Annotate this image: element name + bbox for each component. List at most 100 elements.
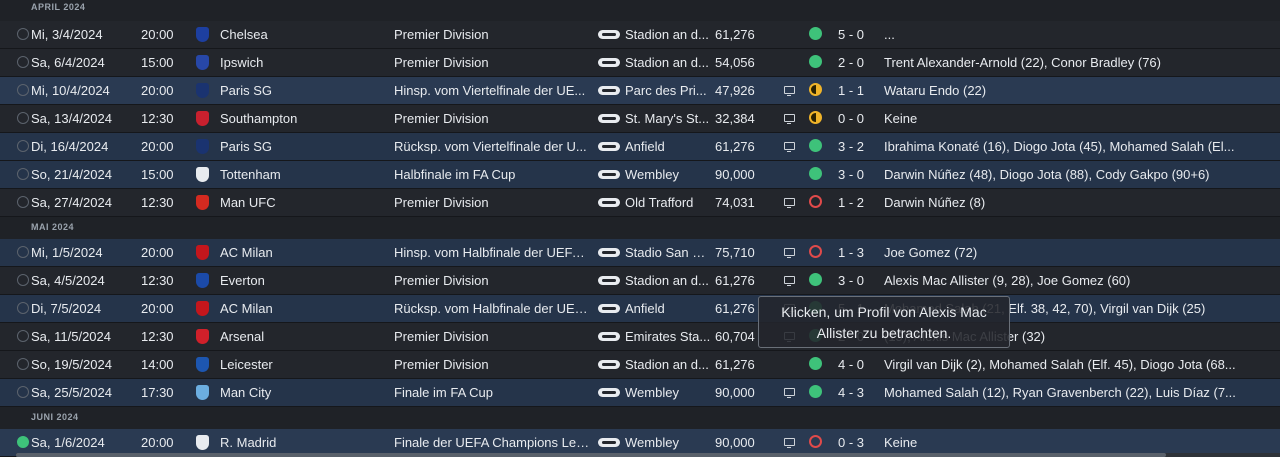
competition-link[interactable]: Hinsp. vom Viertelfinale der UE... (394, 83, 586, 98)
match-score[interactable]: 0 - 3 (838, 435, 865, 450)
opponent-link[interactable]: Paris SG (220, 139, 273, 154)
match-row[interactable]: Mi, 3/4/2024 20:00 Chelsea Premier Divis… (0, 21, 1280, 49)
stadium-link[interactable]: Wembley (625, 167, 679, 182)
opponent-link[interactable]: Leicester (220, 357, 273, 372)
goal-scorers[interactable]: ... (884, 27, 895, 42)
stadium-link[interactable]: St. Mary's St... (625, 111, 710, 126)
opponent-link[interactable]: Arsenal (220, 329, 265, 344)
stadium-link[interactable]: Stadion an d... (625, 273, 709, 288)
opponent-link[interactable]: R. Madrid (220, 435, 277, 450)
stadium-link[interactable]: Stadio San Si... (625, 245, 713, 260)
horizontal-scrollbar-thumb[interactable] (16, 453, 1166, 457)
goal-scorers[interactable]: Darwin Núñez (8) (884, 195, 986, 210)
match-row[interactable]: Mi, 1/5/2024 20:00 AC Milan Hinsp. vom H… (0, 239, 1280, 267)
competition-link[interactable]: Premier Division (394, 55, 489, 70)
match-row[interactable]: Di, 7/5/2024 20:00 AC Milan Rücksp. vom … (0, 295, 1280, 323)
goal-scorers[interactable]: Ibrahima Konaté (16), Diogo Jota (45), M… (884, 139, 1235, 154)
opponent-link[interactable]: Ipswich (220, 55, 264, 70)
opponent-link[interactable]: Chelsea (220, 27, 268, 42)
match-time: 15:00 (141, 167, 174, 182)
stadium-link[interactable]: Parc des Pri... (625, 83, 707, 98)
goal-scorers[interactable]: Joe Gomez (72) (884, 245, 978, 260)
match-row[interactable]: Sa, 25/5/2024 17:30 Man City Finale im F… (0, 379, 1280, 407)
result-win-icon (809, 139, 824, 154)
stadium-link[interactable]: Anfield (625, 139, 665, 154)
club-crest-icon (196, 245, 210, 260)
stadium-link[interactable]: Wembley (625, 385, 679, 400)
stadium-link[interactable]: Emirates Sta... (625, 329, 711, 344)
match-time: 12:30 (141, 329, 174, 344)
competition-link[interactable]: Premier Division (394, 195, 489, 210)
attendance: 61,276 (715, 273, 755, 288)
opponent-link[interactable]: AC Milan (220, 245, 273, 260)
match-score[interactable]: 0 - 0 (838, 111, 865, 126)
match-row[interactable]: Sa, 13/4/2024 12:30 Southampton Premier … (0, 105, 1280, 133)
match-row[interactable]: Sa, 4/5/2024 12:30 Everton Premier Divis… (0, 267, 1280, 295)
attendance: 32,384 (715, 111, 755, 126)
competition-link[interactable]: Finale der UEFA Champions Lea... (394, 435, 590, 450)
opponent-link[interactable]: Tottenham (220, 167, 281, 182)
match-row[interactable]: So, 19/5/2024 14:00 Leicester Premier Di… (0, 351, 1280, 379)
completed-check-icon (17, 112, 29, 124)
opponent-link[interactable]: Paris SG (220, 83, 273, 98)
match-score[interactable]: 3 - 0 (838, 273, 865, 288)
match-row[interactable]: Sa, 27/4/2024 12:30 Man UFC Premier Divi… (0, 189, 1280, 217)
opponent-link[interactable]: Everton (220, 273, 265, 288)
opponent-link[interactable]: Man City (220, 385, 272, 400)
match-score[interactable]: 3 - 0 (838, 167, 865, 182)
match-score[interactable]: 4 - 3 (838, 385, 865, 400)
match-score[interactable]: 4 - 0 (838, 357, 865, 372)
competition-link[interactable]: Halbfinale im FA Cup (394, 167, 516, 182)
competition-link[interactable]: Hinsp. vom Halbfinale der UEFA... (394, 245, 590, 260)
match-score[interactable]: 1 - 3 (838, 245, 865, 260)
match-row[interactable]: Sa, 11/5/2024 12:30 Arsenal Premier Divi… (0, 323, 1280, 351)
match-date: Sa, 6/4/2024 (31, 55, 105, 70)
goal-scorers[interactable]: Virgil van Dijk (2), Mohamed Salah (Elf.… (884, 357, 1236, 372)
goal-scorers[interactable]: Darwin Núñez (48), Diogo Jota (88), Cody… (884, 167, 1210, 182)
completed-check-icon (17, 196, 29, 208)
match-row[interactable]: Sa, 6/4/2024 15:00 Ipswich Premier Divis… (0, 49, 1280, 77)
opponent-link[interactable]: Southampton (220, 111, 298, 126)
match-date: Sa, 11/5/2024 (31, 329, 111, 344)
opponent-link[interactable]: AC Milan (220, 301, 273, 316)
opponent-link[interactable]: Man UFC (220, 195, 276, 210)
goal-scorers[interactable]: Alexis Mac Allister (9, 28), Joe Gomez (… (884, 273, 1131, 288)
match-date: So, 19/5/2024 (31, 357, 112, 372)
tv-icon (784, 438, 798, 448)
competition-link[interactable]: Rücksp. vom Viertelfinale der U... (394, 139, 587, 154)
goal-scorers[interactable]: Keine (884, 111, 918, 126)
competition-link[interactable]: Premier Division (394, 329, 489, 344)
competition-link[interactable]: Premier Division (394, 357, 489, 372)
goal-scorers[interactable]: Keine (884, 435, 918, 450)
match-row[interactable]: Di, 16/4/2024 20:00 Paris SG Rücksp. vom… (0, 133, 1280, 161)
match-date: Sa, 4/5/2024 (31, 273, 105, 288)
match-row[interactable]: So, 21/4/2024 15:00 Tottenham Halbfinale… (0, 161, 1280, 189)
competition-link[interactable]: Premier Division (394, 111, 489, 126)
match-score[interactable]: 1 - 2 (838, 195, 865, 210)
stadium-link[interactable]: Stadion an d... (625, 357, 709, 372)
club-crest-icon (196, 167, 210, 182)
competition-link[interactable]: Premier Division (394, 27, 489, 42)
attendance: 61,276 (715, 139, 755, 154)
stadium-icon (598, 30, 620, 39)
competition-link[interactable]: Rücksp. vom Halbfinale der UEF... (394, 301, 590, 316)
month-header: APRIL 2024 (0, 0, 1280, 21)
competition-link[interactable]: Premier Division (394, 273, 489, 288)
stadium-link[interactable]: Old Trafford (625, 195, 694, 210)
club-crest-icon (196, 111, 210, 126)
match-row[interactable]: Mi, 10/4/2024 20:00 Paris SG Hinsp. vom … (0, 77, 1280, 105)
goal-scorers[interactable]: Wataru Endo (22) (884, 83, 987, 98)
competition-link[interactable]: Finale im FA Cup (394, 385, 493, 400)
goal-scorers[interactable]: Trent Alexander-Arnold (22), Conor Bradl… (884, 55, 1161, 70)
stadium-link[interactable]: Stadion an d... (625, 27, 709, 42)
match-score[interactable]: 3 - 2 (838, 139, 865, 154)
match-score[interactable]: 5 - 0 (838, 27, 865, 42)
stadium-link[interactable]: Stadion an d... (625, 55, 709, 70)
match-score[interactable]: 1 - 1 (838, 83, 865, 98)
stadium-link[interactable]: Wembley (625, 435, 679, 450)
stadium-link[interactable]: Anfield (625, 301, 665, 316)
match-score[interactable]: 2 - 0 (838, 55, 865, 70)
completed-check-icon (17, 436, 29, 448)
goal-scorers[interactable]: Mohamed Salah (12), Ryan Gravenberch (22… (884, 385, 1236, 400)
